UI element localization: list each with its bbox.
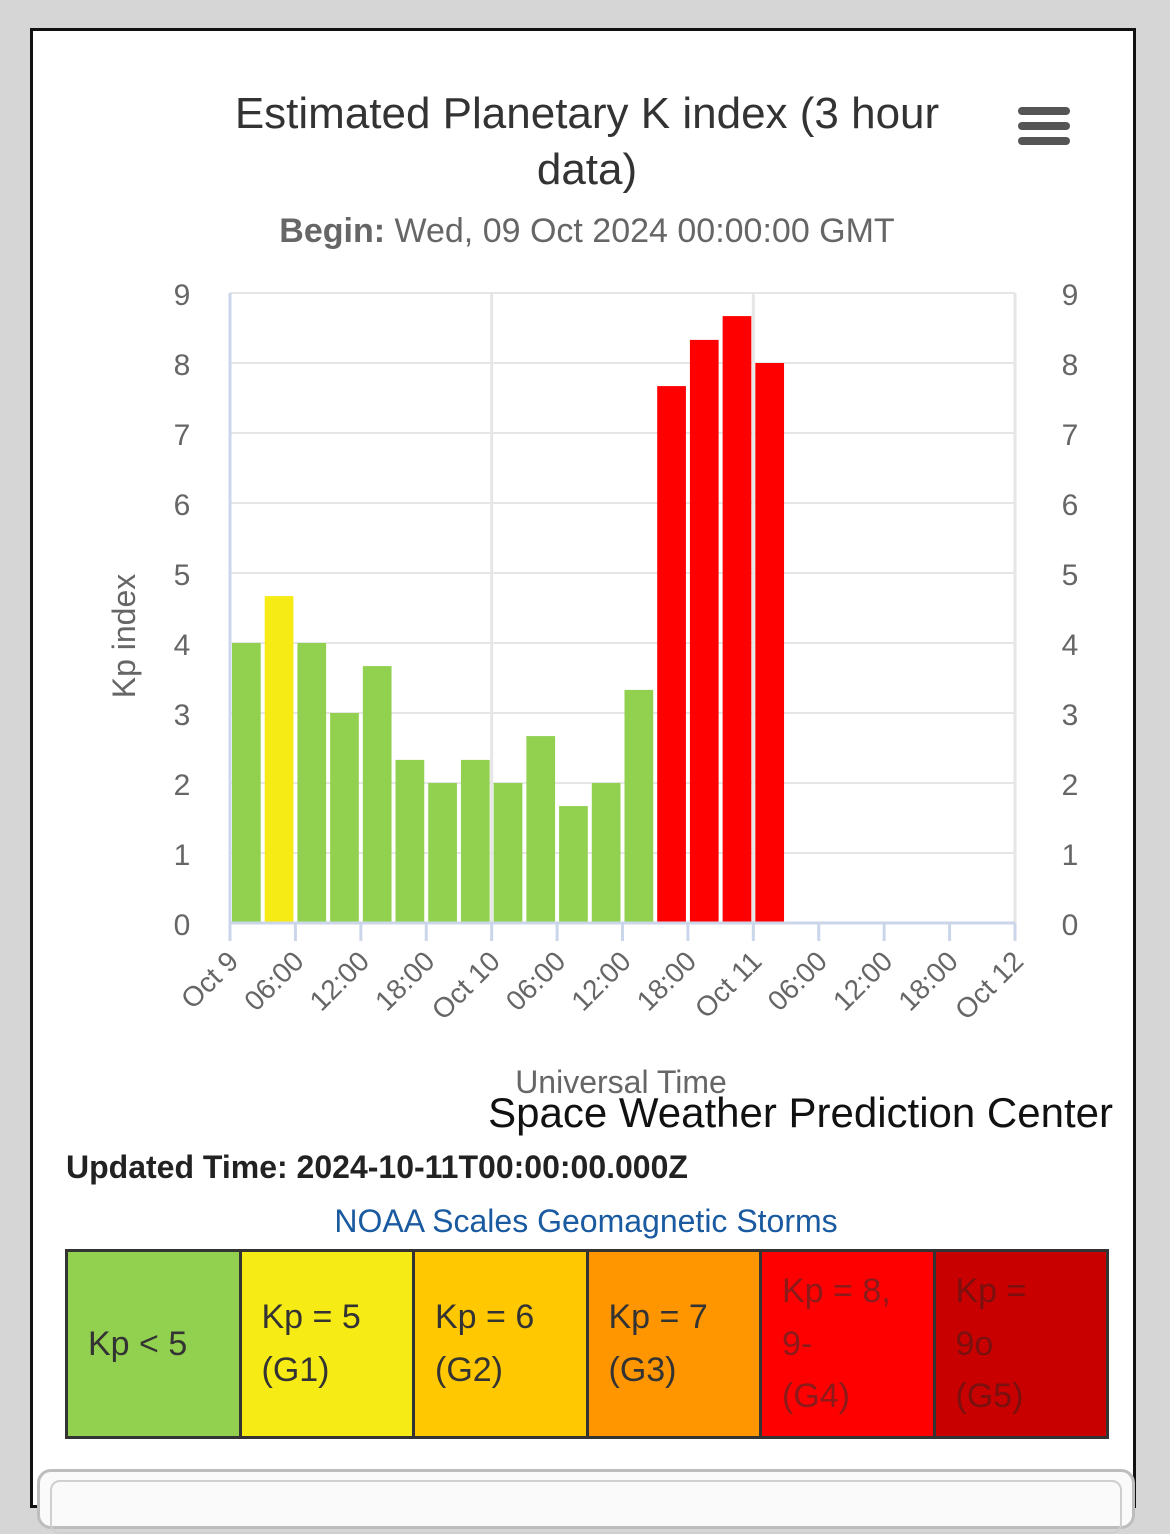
scale-cell-line: (G5): [955, 1377, 1024, 1416]
kp-bar[interactable]: [526, 736, 556, 923]
noaa-scales-table: Kp < 5 Kp = 5 (G1) Kp = 6 (G2) Kp = 7 (G3) Kp =…: [65, 1249, 1109, 1439]
y-tick-label-right: 3: [1062, 699, 1079, 732]
subtitle-value: Wed, 09 Oct 2024 00:00:00 GMT: [395, 212, 895, 250]
scale-cell-line: Kp < 5: [88, 1324, 188, 1363]
chart-title-line-1: Estimated Planetary K index (3 hour: [235, 89, 939, 138]
scale-cell-line: Kp = 7: [608, 1298, 708, 1337]
subtitle-label: Begin:: [279, 212, 385, 250]
scale-cell: Kp = 8, 9- (G4): [759, 1249, 936, 1439]
scale-cell: Kp < 5: [65, 1249, 242, 1439]
y-tick-label-right: 4: [1062, 629, 1079, 662]
y-tick-label-left: 8: [174, 349, 191, 382]
y-tick-label-right: 5: [1062, 559, 1079, 592]
bottom-panel-inner: [50, 1480, 1122, 1534]
x-tick-label: 06:00: [500, 945, 571, 1016]
kp-bar[interactable]: [395, 759, 425, 923]
x-tick-label: 12:00: [565, 945, 636, 1016]
scale-cell: Kp = 5 (G1): [238, 1249, 415, 1439]
y-tick-label-left: 1: [174, 839, 191, 872]
y-tick-label-left: 5: [174, 559, 191, 592]
y-tick-label-left: 2: [174, 769, 191, 802]
x-tick-label: Oct 12: [949, 945, 1029, 1025]
scale-cell-line: (G4): [782, 1377, 850, 1416]
scale-cell: Kp = 6 (G2): [412, 1249, 589, 1439]
y-tick-label-right: 1: [1062, 839, 1079, 872]
y-tick-label-left: 4: [174, 629, 191, 662]
y-tick-label-left: 0: [174, 909, 191, 942]
kp-bar[interactable]: [460, 759, 490, 923]
kp-bar[interactable]: [330, 713, 359, 923]
x-tick-label: 06:00: [762, 945, 833, 1016]
hamburger-icon-bar: [1018, 122, 1070, 130]
bottom-panel: [37, 1469, 1135, 1534]
y-tick-label-left: 3: [174, 699, 191, 732]
kp-index-chart: Estimated Planetary K index (3 hour data…: [106, 89, 1079, 1100]
kp-bar[interactable]: [689, 339, 719, 923]
scales-row: Kp < 5 Kp = 5 (G1) Kp = 6 (G2) Kp = 7 (G3) Kp =…: [65, 1249, 1109, 1439]
kp-bar[interactable]: [624, 689, 654, 923]
kp-bar[interactable]: [591, 783, 621, 923]
x-tick-label: Oct 10: [426, 945, 506, 1025]
y-tick-label-right: 8: [1062, 349, 1079, 382]
y-axis-label: Kp index: [106, 574, 142, 699]
x-tick-label: 06:00: [238, 945, 309, 1016]
y-tick-label-left: 9: [174, 279, 191, 312]
x-axis-label: Universal Time: [515, 1064, 727, 1100]
scale-cell-line: (G2): [435, 1351, 503, 1389]
x-tick-label: 12:00: [304, 945, 375, 1016]
y-tick-label-right: 2: [1062, 769, 1079, 802]
kp-bar[interactable]: [755, 363, 785, 923]
scale-cell-line: Kp =: [955, 1271, 1027, 1310]
y-tick-label-right: 6: [1062, 489, 1079, 522]
kp-bar[interactable]: [232, 643, 261, 923]
kp-bar[interactable]: [264, 596, 294, 923]
updated-time: Updated Time: 2024-10-11T00:00:00.000Z: [66, 1149, 688, 1185]
kp-bar[interactable]: [428, 783, 457, 923]
kp-chart-panel: Estimated Planetary K index (3 hour data…: [30, 28, 1136, 1534]
chart-grid: [228, 292, 1017, 924]
scale-cell: Kp = 9o (G5): [932, 1249, 1109, 1439]
kp-bar[interactable]: [722, 316, 752, 924]
kp-bar[interactable]: [559, 806, 588, 923]
y-tick-label-right: 0: [1062, 909, 1079, 942]
scale-cell-line: Kp = 5: [261, 1298, 361, 1337]
x-tick-label: Oct 11: [689, 945, 768, 1024]
chart-credit[interactable]: Space Weather Prediction Center: [488, 1089, 1113, 1136]
y-tick-label-left: 7: [174, 419, 191, 452]
chart-subtitle: Begin: Wed, 09 Oct 2024 00:00:00 GMT: [279, 212, 894, 250]
noaa-scales-link[interactable]: NOAA Scales Geomagnetic Storms: [334, 1203, 838, 1239]
hamburger-icon: [1018, 107, 1070, 115]
y-tick-label-right: 9: [1062, 279, 1079, 312]
kp-bar[interactable]: [493, 783, 523, 923]
x-tick-label: Oct 9: [175, 945, 244, 1014]
kp-bar[interactable]: [657, 386, 686, 924]
hamburger-icon-bar: [1018, 137, 1070, 145]
chart-menu-button[interactable]: [1018, 105, 1074, 147]
scale-cell-line: Kp = 6: [435, 1298, 535, 1337]
scale-cell-line: (G1): [261, 1351, 330, 1389]
y-tick-label-right: 7: [1062, 419, 1079, 452]
x-tick-label: 12:00: [827, 945, 898, 1016]
kp-bar[interactable]: [362, 666, 392, 923]
kp-bar[interactable]: [297, 643, 327, 923]
scale-cell: Kp = 7 (G3): [585, 1249, 762, 1439]
chart-title-line-2: data): [537, 145, 637, 194]
scale-cell-line: 9o: [955, 1324, 994, 1363]
chart-bars: [232, 316, 785, 924]
y-tick-label-left: 6: [174, 489, 191, 522]
scale-cell-line: (G3): [608, 1351, 677, 1389]
scale-cell-line: Kp = 8, 9-: [782, 1271, 891, 1363]
